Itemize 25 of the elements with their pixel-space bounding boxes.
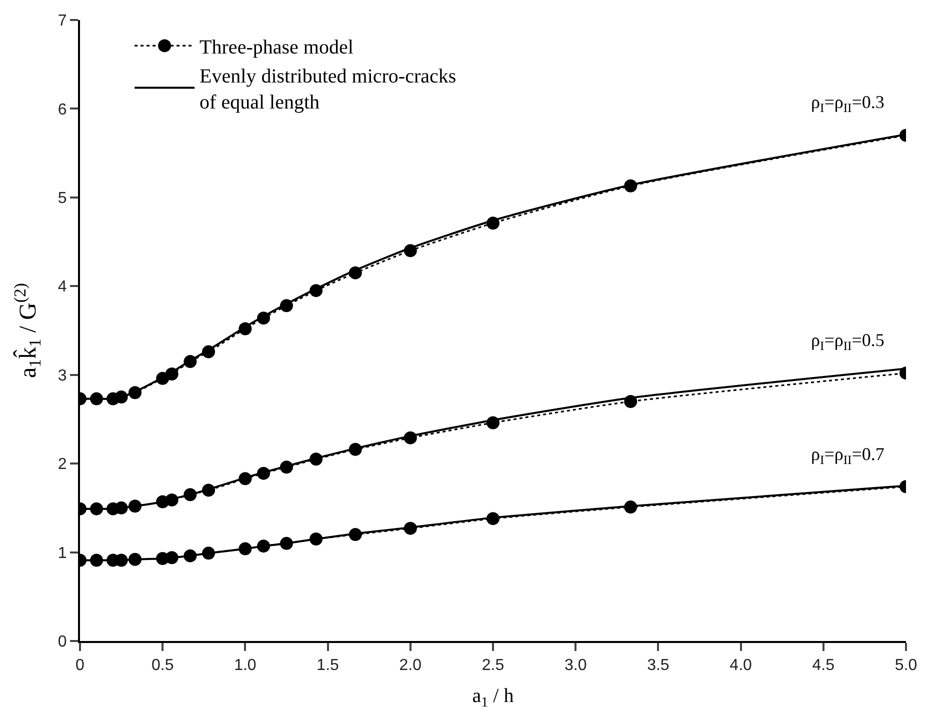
x-tick-label: 4.0 (730, 657, 752, 674)
y-tick-label: 4 (58, 278, 67, 296)
x-tick-label: 1.5 (316, 657, 340, 674)
y-tick-label: 5 (58, 190, 67, 208)
y-tick-label: 2 (58, 456, 67, 474)
x-tick-label: 3.5 (647, 657, 670, 674)
legend-label: Evenly distributed micro-cracks of equal length (200, 66, 456, 114)
annotation: ρ$_{I}$=ρ$_{II}$=0.5 (811, 330, 884, 353)
y-tick-label: 3 (58, 367, 67, 384)
y-tick-label: 6 (58, 101, 67, 118)
x-tick-label: 1.0 (234, 657, 256, 674)
y-tick-label: 1 (58, 544, 67, 562)
x-tick-label: 0 (76, 657, 85, 674)
x-axis-title: a$_{1}$ / h (472, 685, 514, 710)
annotation: ρ$_{I}$=ρ$_{II}$=0.3 (811, 92, 884, 115)
x-tick-label: 0.5 (151, 657, 174, 674)
x-tick-label: 2.0 (399, 657, 422, 674)
legend-label: Three-phase model (200, 36, 354, 59)
y-tick-label: 0 (58, 634, 67, 651)
y-tick-label: 7 (58, 12, 67, 30)
annotation: ρ$_{I}$=ρ$_{II}$=0.7 (811, 444, 884, 467)
x-tick-label: 2.5 (482, 657, 504, 674)
x-tick-label: 3.0 (564, 657, 587, 674)
x-tick-label: 4.5 (812, 657, 835, 674)
x-tick-label: 5.0 (894, 657, 918, 674)
